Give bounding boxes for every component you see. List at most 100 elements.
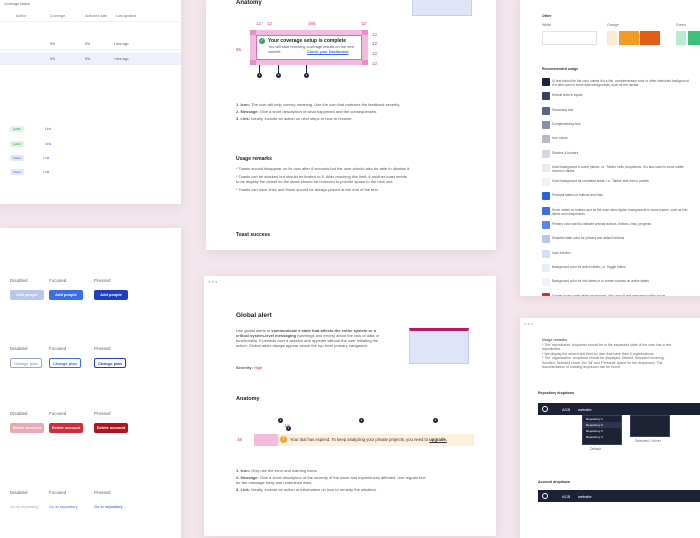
usage-item: * Toasts can be stacked but should be li…: [236, 174, 407, 184]
state-label: Disabled: [10, 346, 28, 351]
state-button[interactable]: Delete account: [94, 423, 128, 433]
state-button[interactable]: Change plan: [10, 358, 42, 368]
table-row[interactable]: public Link: [10, 141, 51, 147]
swatch-description: Default texts in inputs: [552, 93, 583, 98]
table-row[interactable]: 5% 5% • few ago: [0, 38, 181, 50]
repo-dropdown-hover[interactable]: [630, 415, 670, 437]
color-swatch: [542, 221, 550, 229]
state-button[interactable]: Add people: [49, 290, 83, 300]
swatch-orange-dark: [640, 31, 660, 45]
color-swatch: [542, 178, 550, 187]
swatch-orange-light: [607, 31, 617, 45]
toast-title: Your coverage setup is complete: [268, 38, 346, 44]
alert-anatomy-items: 1. Icon: Only use the error and warning …: [236, 468, 426, 492]
state-button[interactable]: Change plan: [49, 358, 81, 368]
marker-3: 3: [304, 73, 309, 78]
color-swatch: [542, 163, 550, 172]
usage-item: * Toasts can have links and those should…: [236, 187, 379, 192]
state-button[interactable]: Go to repository: [10, 504, 39, 509]
swatch-description: Background color for info labels or to c…: [552, 279, 649, 284]
color-swatch: [542, 235, 550, 244]
repo-dropdown-default[interactable]: Repository 1 Repository 2 Repository 3 R…: [582, 415, 622, 445]
state-button[interactable]: Add people: [10, 290, 44, 300]
item-key: 3. Link:: [236, 487, 251, 492]
coverage-table-card: Coverage status Author Coverage Authored…: [0, 0, 181, 204]
state-label: Focused: [49, 490, 67, 495]
state-button[interactable]: Change plan: [94, 358, 126, 368]
intro-b: communicate a state that affects the ent…: [236, 328, 376, 338]
toast-success-title: Toast success: [236, 232, 271, 238]
tag-badge: public: [10, 141, 24, 147]
tag-badge: fusion: [10, 169, 25, 175]
row-updated: • few ago: [114, 57, 129, 61]
repo-item[interactable]: Repository 3: [586, 429, 603, 433]
state-label: Pressed: [94, 411, 111, 416]
alert-text: Your trial has expired. To keep analyzin…: [290, 437, 430, 442]
nav-logo: [542, 493, 548, 499]
preview-thumb: [412, 0, 472, 16]
global-alert-card: ● ● ● Global alert Use global alerts to …: [204, 276, 496, 536]
swatch-description: UI text should be the color unless it is…: [552, 79, 690, 87]
meas-side-4: 12: [372, 61, 378, 66]
state-button[interactable]: Go to repository: [94, 504, 123, 509]
color-swatch: [542, 278, 550, 287]
spacing-band-top: [250, 30, 368, 35]
window-dots: ● ● ●: [524, 321, 534, 326]
nav-repo[interactable]: website: [578, 407, 592, 412]
color-swatch: [542, 149, 550, 158]
alert-link[interactable]: upgrade.: [429, 437, 447, 442]
table-row[interactable]: public Link: [10, 126, 51, 132]
item-key: 2. Message:: [236, 475, 259, 480]
item-text: Only use the error and warning icons.: [251, 468, 318, 473]
recommended-title: Recommended usage: [542, 67, 579, 71]
nav-org[interactable]: ACB: [562, 407, 571, 412]
toast-link[interactable]: Check your Dashboard: [307, 50, 349, 54]
meas-top-3: 386: [308, 21, 316, 26]
intro-c: (warnings and errors) about the loss of …: [236, 333, 380, 348]
table-row[interactable]: fusion Link: [10, 169, 49, 175]
col-author: Author: [16, 14, 27, 18]
state-button[interactable]: Go to repository: [49, 504, 78, 509]
swatch-description: Used background for unrelated areas, i.e…: [552, 179, 649, 184]
anatomy-title: Anatomy: [236, 0, 262, 6]
state-button[interactable]: Add people: [94, 290, 128, 300]
toast-example[interactable]: ✓ Your coverage setup is complete You wi…: [256, 35, 362, 60]
marker-2: 2: [276, 73, 281, 78]
global-alert-example[interactable]: ! Your trial has expired. To keep analyz…: [278, 434, 474, 446]
meas-top-1: 12: [256, 21, 262, 26]
meas-left: 48: [237, 437, 243, 442]
row-link[interactable]: Link: [43, 170, 50, 174]
meas-top-2: 12: [267, 21, 273, 26]
row-link[interactable]: Link: [44, 127, 52, 131]
repo-item[interactable]: Repository 2: [583, 422, 621, 428]
usage-remarks: * Toasts should disappear on its own aft…: [236, 166, 411, 192]
state-button[interactable]: Delete account: [49, 423, 83, 433]
repo-item[interactable]: Repository 4: [586, 435, 603, 439]
marker-3: 3: [359, 418, 364, 423]
color-swatch: [542, 263, 550, 272]
alert-message: Your trial has expired. To keep analyzin…: [290, 437, 447, 442]
button-states-card: Disabled Add people Focused Add people Press…: [0, 228, 181, 538]
table-row[interactable]: 5% 5% • few ago: [0, 53, 181, 65]
table-row[interactable]: fusion Link: [10, 155, 49, 161]
repo-item[interactable]: Repository 1: [586, 417, 603, 421]
state-button[interactable]: Delete account: [10, 423, 44, 433]
severity-label: Severity:: [236, 365, 253, 370]
swatch-description: Used background in some places, i.e. 'Ta…: [552, 164, 684, 173]
alert-anatomy-title: Anatomy: [236, 396, 260, 402]
row-link[interactable]: Link: [44, 142, 52, 146]
marker-4: 4: [433, 418, 438, 423]
severity: Severity: High: [236, 365, 262, 370]
caption-hover: Selected / Hover: [635, 439, 661, 443]
row-date: 5%: [85, 57, 91, 61]
row-link[interactable]: Link: [43, 156, 50, 160]
intro-a: Use global alerts to: [236, 328, 272, 333]
marker-line: [259, 65, 260, 73]
usage-item: * Toasts should disappear on its own aft…: [236, 166, 411, 171]
meas-icon: 14: [284, 423, 290, 428]
nav-org[interactable]: ACB: [562, 494, 571, 499]
spacing-band-right: [362, 30, 368, 65]
nav-repo[interactable]: website: [578, 494, 592, 499]
caption-default: Default: [590, 447, 602, 451]
item-text: Ideally, include an action on next steps…: [251, 116, 353, 121]
